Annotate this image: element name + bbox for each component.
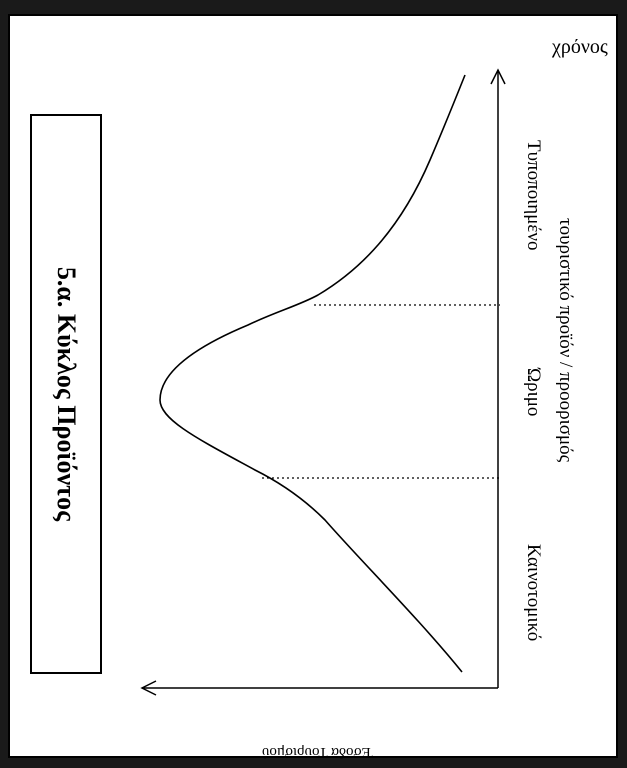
revenue-axis-label: Έσοδα Τουρισμού (261, 744, 372, 760)
page-frame (8, 14, 618, 758)
title-box: 5.α. Κύκλος Προϊόντος (30, 114, 102, 674)
life-cycle-curve (159, 74, 466, 673)
stage-label-standardized: Τυποποιημένο (523, 140, 544, 251)
time-axis-arrow (490, 68, 506, 85)
stage-label-mature: Ώριμο (523, 368, 544, 417)
time-axis-label: χρόνος (552, 36, 608, 58)
revenue-axis-arrow (140, 680, 157, 696)
stage-label-innovative: Καινοτομικό (523, 544, 544, 642)
stage-subtitle: τουριστικό προϊόν / προορισμός (555, 218, 576, 463)
